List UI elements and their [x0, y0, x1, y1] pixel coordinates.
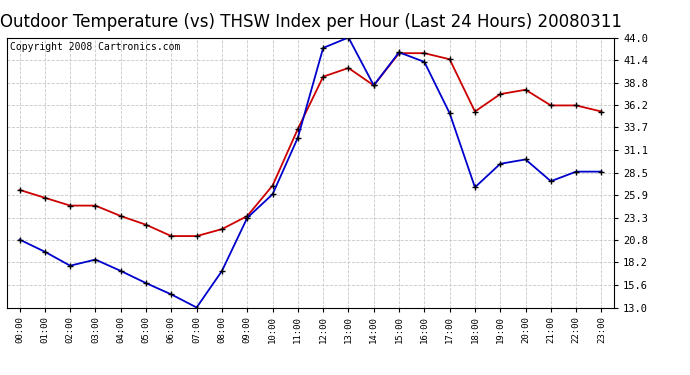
- Text: Outdoor Temperature (vs) THSW Index per Hour (Last 24 Hours) 20080311: Outdoor Temperature (vs) THSW Index per …: [0, 13, 622, 31]
- Text: Copyright 2008 Cartronics.com: Copyright 2008 Cartronics.com: [10, 42, 180, 51]
